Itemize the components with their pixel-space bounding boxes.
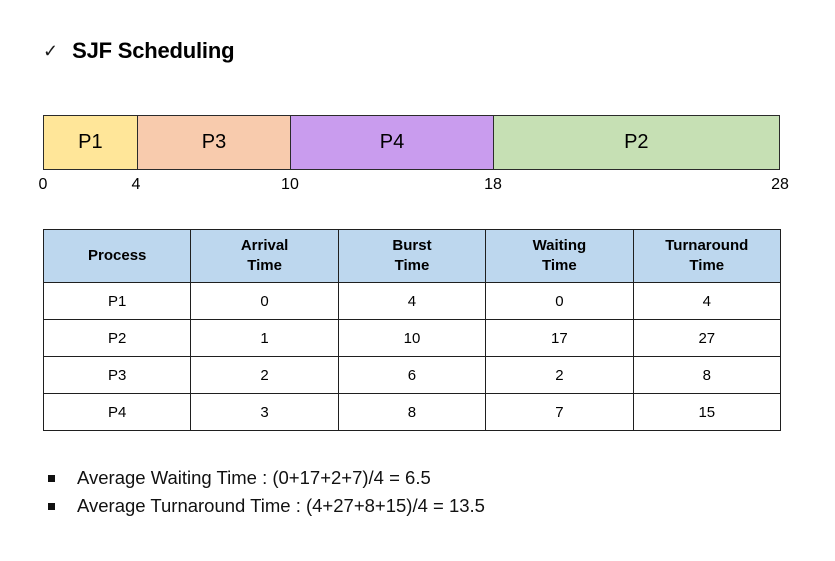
table-row: P2 1 10 17 27: [42, 319, 782, 357]
gantt-segment-p4: P4: [290, 116, 493, 169]
table-body: P1 0 4 0 4 P2 1 10 17 27 P3 2 6 2 8 P4 3 8 7 15: [42, 282, 782, 431]
table-cell: P3: [42, 356, 192, 394]
table-cell: P4: [42, 393, 192, 431]
table-cell: 8: [337, 393, 487, 431]
bullet-item: Average Waiting Time : (0+17+2+7)/4 = 6.…: [45, 464, 485, 492]
table-row: P1 0 4 0 4: [42, 282, 782, 320]
bullet-square-icon: [48, 475, 55, 482]
gantt-segment-label: P1: [78, 131, 103, 153]
table-cell: 6: [337, 356, 487, 394]
table-row: P4 3 8 7 15: [42, 393, 782, 431]
table-cell: 4: [337, 282, 487, 320]
time-tick: 10: [281, 176, 299, 193]
time-tick: 28: [771, 176, 789, 193]
table-cell: 7: [485, 393, 634, 431]
table-cell: 8: [632, 356, 782, 394]
table-cell: P2: [42, 319, 192, 357]
gantt-segment-label: P3: [201, 131, 227, 153]
table-cell: 2: [485, 356, 634, 394]
table-cell: 3: [190, 393, 339, 431]
table-cell: 0: [190, 282, 339, 320]
bullet-text: Average Turnaround Time : (4+27+8+15)/4 …: [77, 495, 485, 516]
table-header-cell: Turnaround Time: [632, 229, 782, 283]
gantt-chart: P1 P3 P4 P2: [43, 115, 780, 170]
time-tick: 4: [131, 176, 141, 193]
time-axis: 0 4 10 18 28: [39, 176, 789, 198]
table-cell: 17: [485, 319, 634, 357]
table-header-cell: Arrival Time: [190, 229, 339, 283]
gantt-segment-p1: P1: [44, 116, 137, 169]
table-cell: 10: [337, 319, 487, 357]
table-cell: 0: [485, 282, 634, 320]
table-header-cell: Burst Time: [337, 229, 487, 283]
table-cell: P1: [42, 282, 192, 320]
time-tick: 0: [38, 176, 48, 193]
page-title-text: SJF Scheduling: [72, 38, 235, 63]
gantt-segment-label: P2: [624, 131, 649, 153]
page-title: ✓ SJF Scheduling: [43, 38, 235, 64]
process-table: Process Arrival Time Burst Time Waiting Time Tu…: [42, 229, 782, 431]
table-header-cell: Waiting Time: [485, 229, 634, 283]
table-cell: 2: [190, 356, 339, 394]
table-row: P3 2 6 2 8: [42, 356, 782, 394]
table-header-row: Process Arrival Time Burst Time Waiting Time Tu…: [42, 229, 782, 283]
gantt-segment-p2: P2: [492, 116, 779, 169]
time-tick: 18: [484, 176, 502, 193]
table-cell: 4: [632, 282, 782, 320]
table-cell: 27: [632, 319, 782, 357]
bullet-square-icon: [48, 503, 55, 510]
gantt-segment-label: P4: [379, 131, 405, 153]
table-cell: 1: [190, 319, 339, 357]
bullet-text: Average Waiting Time : (0+17+2+7)/4 = 6.…: [77, 467, 431, 488]
notes-list: Average Waiting Time : (0+17+2+7)/4 = 6.…: [45, 464, 485, 520]
checkmark-icon: ✓: [43, 41, 59, 61]
bullet-item: Average Turnaround Time : (4+27+8+15)/4 …: [45, 492, 485, 520]
table-cell: 15: [632, 393, 782, 431]
gantt-segment-p3: P3: [136, 116, 291, 169]
table-header-cell: Process: [42, 229, 192, 283]
